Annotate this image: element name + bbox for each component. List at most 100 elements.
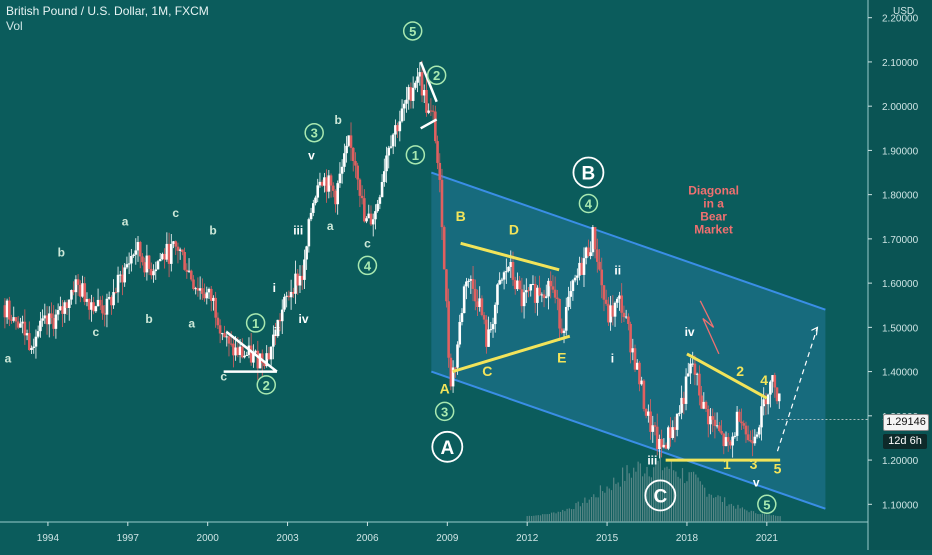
candle-body [3, 305, 7, 318]
candle-body [276, 319, 280, 337]
candle-body [436, 141, 439, 163]
volume-bar [546, 514, 548, 522]
projection-arrowhead [811, 326, 819, 336]
candle-body [34, 336, 38, 347]
candle-body [294, 273, 297, 294]
candle-body [167, 243, 171, 264]
candle-body [103, 313, 107, 315]
candle-body [467, 280, 470, 282]
volume-bar [641, 476, 644, 522]
candle-body [553, 289, 557, 298]
candle-body [303, 259, 306, 280]
candle-body [311, 203, 315, 213]
candle-body [365, 218, 368, 222]
volume-bar [568, 508, 570, 522]
candle-body [749, 440, 752, 442]
candle-body [320, 181, 324, 186]
candle-body [662, 444, 666, 448]
volume-bar [613, 477, 615, 522]
candle-body [520, 289, 524, 307]
price-tick-label: 2.20000 [882, 14, 919, 25]
major-wave-labels: A B C [431, 156, 677, 512]
candle-body [391, 134, 395, 147]
wave-label: v [753, 476, 760, 490]
circled-label-text: 3 [441, 404, 448, 419]
candle-body [414, 82, 417, 88]
candle-body [409, 87, 413, 101]
volume-bar [539, 515, 542, 522]
volume-indicator-label[interactable]: Vol [6, 19, 23, 33]
volume-bar [646, 466, 648, 522]
candle-body [110, 297, 113, 306]
candle-body [509, 262, 513, 267]
candle-body [83, 283, 87, 302]
currency-label: USD [893, 6, 915, 17]
yellow-trendline [452, 334, 571, 374]
candle-body [189, 270, 193, 280]
time-tick-label: 2003 [276, 533, 299, 544]
candle-body [338, 173, 342, 184]
candle-body [449, 357, 453, 387]
candle-body [12, 317, 16, 321]
candle-body [203, 293, 206, 299]
candle-body [121, 274, 124, 283]
candle-body [644, 408, 648, 416]
price-axis-panel [868, 0, 932, 550]
wave-label: 2 [736, 363, 744, 379]
candle-body [329, 175, 333, 186]
candle-body [635, 362, 639, 370]
candle-body [516, 280, 519, 290]
white-trendline [420, 118, 438, 130]
candle-body [236, 347, 240, 356]
volume-bar [597, 497, 599, 522]
candle-body [23, 321, 27, 336]
candle-body [731, 436, 734, 446]
candle-body [611, 305, 615, 317]
volume-bar [699, 481, 701, 522]
volume-bar [564, 511, 566, 522]
candle-body [447, 301, 450, 358]
volume-bar [570, 509, 573, 522]
time-tick-label: 1997 [117, 533, 140, 544]
candle-body [487, 329, 490, 347]
candle-body [438, 162, 442, 180]
volume-bar [535, 515, 537, 522]
wave-label: v [308, 148, 315, 162]
candle-body [518, 280, 521, 290]
candle-body [183, 251, 186, 270]
candle-body [378, 197, 382, 204]
candle-body [263, 363, 266, 367]
candle-body [374, 211, 377, 220]
wave-label: 4 [760, 372, 768, 388]
candle-body [92, 302, 95, 312]
yellow-trendlines [452, 241, 781, 462]
candle-body [664, 444, 668, 449]
candle-body [462, 286, 466, 314]
candle-body [385, 155, 388, 172]
candle-body [551, 286, 555, 290]
volume-bar [544, 514, 546, 522]
candle-body [59, 306, 62, 311]
candle-body [63, 302, 67, 314]
circled-label-text: 2 [263, 378, 270, 393]
wave-label: a [5, 352, 12, 366]
candle-body [318, 181, 322, 186]
candle-body [41, 318, 44, 321]
price-tick-label: 2.10000 [882, 58, 919, 69]
annotation-text-line: in a [703, 197, 724, 211]
volume-bar [608, 488, 610, 522]
white-trendline [225, 330, 278, 373]
candle-body [216, 317, 220, 326]
volume-bar [757, 514, 759, 522]
symbol-title[interactable]: British Pound / U.S. Dollar, 1M, FXCM [6, 4, 209, 18]
candle-body [269, 346, 273, 360]
candle-body [43, 315, 47, 319]
wave-label: c [220, 369, 227, 383]
candle-body [642, 380, 646, 409]
wave-label: ii [614, 263, 621, 277]
candle-body [240, 346, 244, 358]
candle-body [296, 273, 300, 286]
candle-body [380, 182, 384, 198]
candle-body [382, 171, 386, 183]
